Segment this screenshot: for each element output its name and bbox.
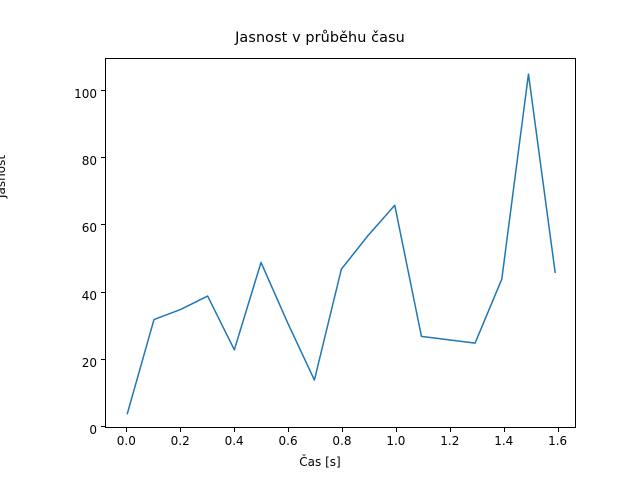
x-axis-label: Čas [s] — [299, 455, 341, 469]
x-tick-label: 0.8 — [332, 434, 352, 448]
y-tick-label-wrap: 80 — [0, 154, 97, 176]
y-tick-mark — [101, 224, 105, 226]
x-tick-label: 1.0 — [386, 434, 406, 448]
x-tick-label: 1.6 — [548, 434, 568, 448]
y-tick-label-wrap: 0 — [0, 423, 97, 445]
x-tick-label: 0.4 — [224, 434, 244, 448]
x-tick-mark — [449, 428, 451, 432]
y-tick-label: 20 — [81, 355, 97, 370]
x-tick-mark — [557, 428, 559, 432]
y-tick-label: 60 — [81, 221, 97, 236]
y-tick-mark — [101, 358, 105, 360]
data-line-jasnost — [126, 73, 556, 415]
chart-title: Jasnost v průběhu času — [235, 30, 405, 46]
x-tick-mark — [126, 428, 128, 432]
x-tick-mark — [395, 428, 397, 432]
x-tick-mark — [180, 428, 182, 432]
y-tick-label-wrap: 20 — [0, 355, 97, 378]
y-tick-mark — [101, 157, 105, 159]
y-tick-label: 80 — [81, 154, 97, 169]
y-tick-label-wrap: 60 — [0, 221, 97, 243]
x-tick-label: 1.2 — [440, 434, 460, 448]
x-tick-label: 0.0 — [116, 434, 136, 448]
x-tick-mark — [234, 428, 236, 432]
y-tick-label-wrap: 100 — [0, 86, 97, 109]
x-tick-label: 1.4 — [494, 434, 514, 448]
y-tick-label: 100 — [74, 86, 97, 101]
y-tick-label-wrap: 40 — [0, 288, 97, 311]
y-tick-mark — [101, 426, 105, 428]
x-tick-label: 0.2 — [170, 434, 190, 448]
plot-area — [105, 58, 576, 428]
x-tick-mark — [288, 428, 290, 432]
x-tick-label: 0.6 — [278, 434, 298, 448]
y-tick-label: 40 — [81, 288, 97, 303]
line-series-svg — [126, 73, 556, 415]
x-tick-mark — [341, 428, 343, 432]
y-tick-label: 0 — [89, 423, 97, 438]
y-tick-mark — [101, 291, 105, 293]
x-tick-mark — [503, 428, 505, 432]
y-tick-mark — [101, 89, 105, 91]
